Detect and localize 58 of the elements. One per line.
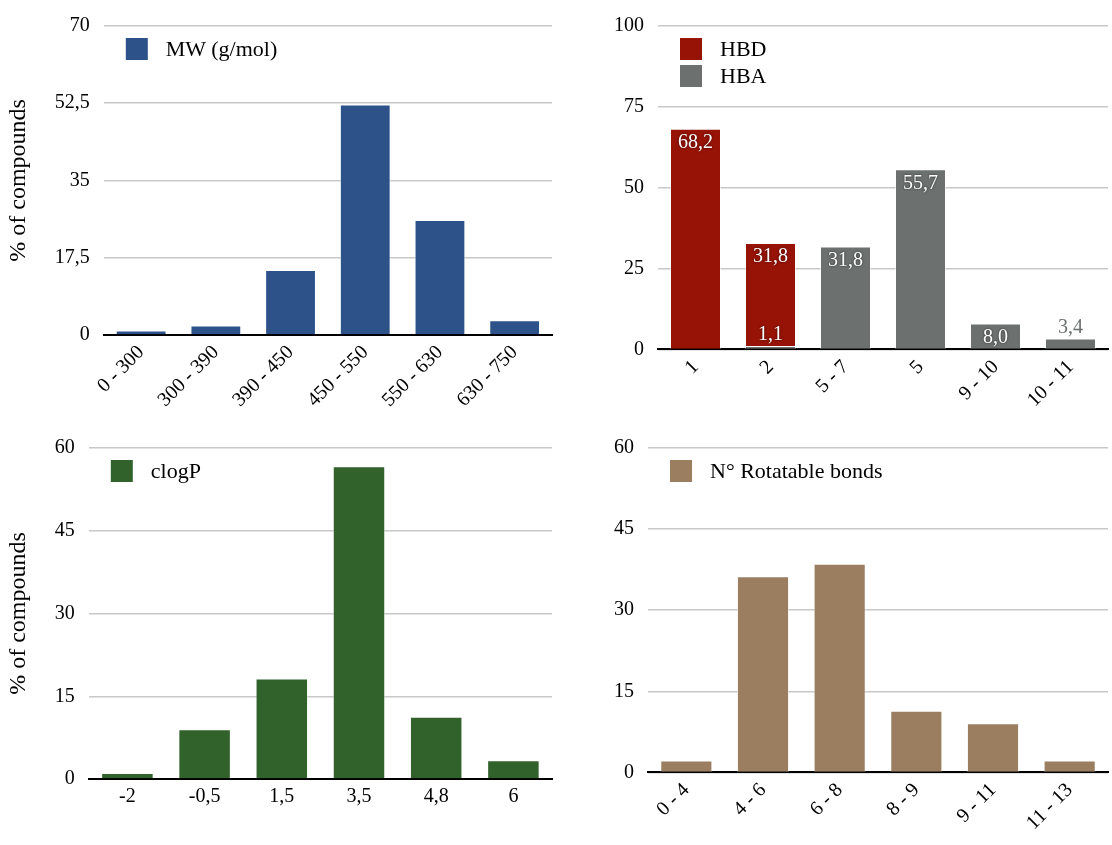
y-tick-label: 100 [614, 13, 644, 36]
data-label: 55,7 [903, 170, 938, 193]
y-tick-label: 25 [624, 255, 644, 278]
data-label: 8,0 [983, 324, 1008, 347]
legend-label: HBA [720, 62, 767, 88]
y-tick-label: 0 [79, 322, 90, 345]
y-tick-label: 35 [69, 167, 90, 190]
x-tick-label: 5 [904, 354, 928, 378]
y-tick-label: 60 [614, 435, 634, 458]
data-label: 31,8 [828, 247, 863, 270]
y-tick-label: 70 [69, 13, 90, 36]
data-label: 3,4 [1058, 314, 1083, 337]
x-tick-label: -0,5 [188, 784, 221, 807]
x-tick-label: 0 - 300 [92, 340, 148, 396]
x-tick-label: 630 - 750 [451, 340, 522, 411]
x-tick-label: 1 [679, 354, 703, 378]
y-tick-label: 52,5 [54, 90, 90, 113]
x-tick-label: 0 - 4 [651, 777, 693, 820]
x-tick-label: 9 - 11 [951, 777, 1000, 826]
y-tick-label: 30 [54, 600, 75, 623]
x-tick-label: 6 - 8 [804, 777, 847, 820]
x-tick-label: 9 - 10 [953, 354, 1003, 404]
x-tick-label: 11 - 13 [1021, 777, 1077, 834]
x-tick-label: 8 - 9 [881, 777, 923, 820]
legend-label: HBD [720, 35, 767, 61]
y-tick-label: 75 [624, 94, 644, 117]
data-label: 68,2 [678, 130, 713, 153]
y-tick-label: 45 [614, 516, 634, 539]
x-tick-label: 4 - 6 [728, 777, 770, 820]
legend-label: MW (g/mol) [165, 35, 278, 61]
x-tick-label: 390 - 450 [227, 340, 298, 411]
data-label: 31,8 [753, 244, 788, 267]
y-tick-label: 15 [54, 683, 75, 706]
legend-label: N° Rotatable bonds [710, 457, 883, 483]
y-tick-label: 60 [54, 435, 75, 458]
y-tick-label: 15 [614, 678, 634, 701]
y-tick-label: 0 [634, 336, 644, 359]
x-tick-label: 450 - 550 [302, 340, 372, 411]
x-tick-label: -2 [119, 784, 136, 807]
legend-label: clogP [150, 457, 201, 483]
x-tick-label: 2 [754, 354, 778, 378]
x-tick-label: 6 [508, 784, 519, 807]
y-tick-label: 0 [64, 766, 75, 789]
y-tick-label: 0 [624, 759, 634, 782]
x-tick-label: 1,5 [269, 784, 295, 807]
x-tick-label: 4,8 [423, 784, 449, 807]
y-axis-title: % of compounds [3, 99, 30, 262]
x-tick-label: 550 - 630 [376, 340, 447, 411]
y-tick-label: 30 [614, 597, 634, 620]
x-tick-label: 10 - 11 [1021, 354, 1078, 411]
x-tick-label: 5 - 7 [810, 354, 853, 397]
y-tick-label: 45 [54, 518, 75, 540]
y-axis-title: % of compounds [3, 532, 30, 695]
y-tick-label: 17,5 [54, 244, 90, 267]
data-label: 1,1 [758, 322, 783, 345]
x-tick-label: 300 - 390 [152, 340, 223, 411]
x-tick-label: 3,5 [346, 784, 372, 807]
y-tick-label: 50 [624, 174, 644, 197]
